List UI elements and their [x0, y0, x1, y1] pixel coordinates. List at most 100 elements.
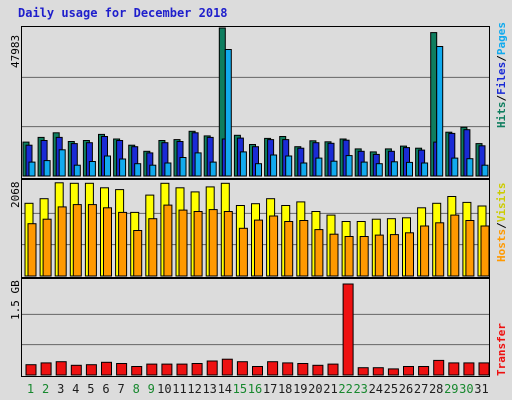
bar-transfer [85, 364, 97, 376]
bar-pages [270, 154, 278, 177]
bar-hosts [374, 234, 384, 277]
bar-transfer [297, 363, 309, 376]
day-label: 25 [383, 382, 399, 396]
day-label: 29 [444, 382, 459, 396]
day-label: 12 [187, 382, 202, 396]
bar-hosts [223, 211, 233, 277]
bar-pages [28, 161, 36, 177]
day-label: 5 [87, 382, 95, 396]
bar-pages [164, 162, 172, 177]
bar-hosts [405, 232, 414, 277]
bar-hosts [420, 225, 430, 277]
bar-pages [43, 160, 51, 177]
bar-pages [285, 155, 293, 177]
bar-hosts [148, 218, 158, 277]
day-label: 17 [262, 382, 278, 396]
bar-hosts [465, 220, 475, 277]
bar-transfer [146, 363, 158, 376]
bar-pages [58, 149, 66, 177]
bar-transfer [206, 360, 218, 376]
bar-hosts [329, 233, 339, 277]
bar-hosts [193, 211, 203, 277]
panel-transfer [21, 278, 490, 377]
day-label: 31 [474, 382, 489, 396]
bar-hosts [27, 223, 37, 277]
bar-pages [436, 46, 444, 177]
bar-hosts [133, 230, 143, 277]
bar-pages [134, 163, 142, 177]
day-label: 24 [368, 382, 384, 396]
bar-hosts [284, 221, 294, 277]
bar-hosts [389, 234, 399, 277]
bar-pages [104, 155, 111, 177]
day-label: 11 [172, 382, 187, 396]
bar-transfer [191, 363, 203, 376]
bar-transfer [70, 364, 82, 376]
bar-hosts [178, 209, 188, 277]
bar-hosts [238, 227, 248, 277]
day-label: 20 [308, 382, 323, 396]
day-label: 26 [398, 382, 414, 396]
bar-pages [73, 164, 81, 177]
bar-transfer [221, 358, 233, 376]
bar-hosts [103, 207, 112, 277]
day-label: 8 [132, 382, 140, 396]
bar-hosts [42, 218, 52, 277]
bar-hosts [118, 211, 128, 277]
bar-transfer [252, 366, 263, 376]
bar-transfer [25, 364, 37, 376]
bar-pages [149, 164, 157, 177]
day-label: 6 [102, 382, 110, 396]
bar-transfer [372, 367, 384, 376]
bar-transfer [236, 361, 248, 376]
bar-transfer [448, 362, 460, 376]
chart-title: Daily usage for December 2018 [18, 6, 228, 20]
bar-transfer [478, 362, 490, 376]
day-label: 30 [459, 382, 474, 396]
bar-pages [315, 157, 323, 177]
bar-pages [345, 155, 353, 177]
day-label: 13 [202, 382, 217, 396]
bar-transfer [282, 362, 294, 376]
bar-pages [88, 161, 96, 177]
bar-transfer [176, 363, 188, 376]
day-label: 7 [117, 382, 125, 396]
bar-pages [209, 161, 217, 177]
bar-hosts [163, 204, 173, 277]
bar-transfer [116, 363, 128, 376]
bar-transfer [418, 366, 430, 376]
bar-transfer [312, 364, 324, 376]
day-label: 27 [413, 382, 429, 396]
bar-transfer [55, 361, 67, 376]
day-label: 23 [353, 382, 368, 396]
day-label: 10 [157, 382, 172, 396]
bar-pages [255, 163, 262, 177]
bar-pages [390, 161, 398, 177]
day-label: 16 [247, 382, 263, 396]
bar-transfer [403, 366, 414, 376]
day-label: 3 [57, 382, 65, 396]
day-label: 2 [41, 382, 50, 396]
bar-pages [375, 163, 383, 177]
bar-hosts [208, 209, 218, 277]
bar-hosts [299, 220, 309, 277]
bar-pages [421, 162, 429, 177]
bar-hosts [480, 225, 490, 277]
bar-hosts [254, 219, 263, 277]
day-label: 21 [323, 382, 338, 396]
bar-pages [451, 157, 459, 177]
bar-pages [406, 161, 413, 177]
bar-pages [239, 151, 247, 177]
bar-hosts [87, 204, 97, 277]
bar-transfer [267, 361, 279, 376]
bar-transfer [131, 366, 143, 376]
bar-pages [179, 157, 187, 177]
day-label: 18 [277, 382, 293, 396]
bar-hosts [435, 222, 445, 277]
day-label: 4 [72, 382, 80, 396]
bar-transfer [433, 359, 445, 376]
bar-pages [360, 161, 368, 177]
bar-transfer [463, 362, 475, 376]
bar-transfer [161, 363, 173, 376]
